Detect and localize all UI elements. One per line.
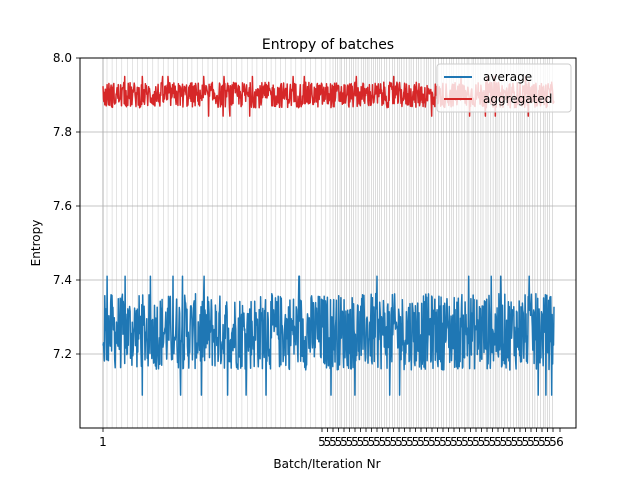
x-tick-label: 5 — [368, 435, 376, 449]
x-tick-label: 5 — [467, 435, 475, 449]
x-tick-label: 5 — [450, 435, 458, 449]
x-tick-label: 5 — [483, 435, 491, 449]
x-tick-label: 5 — [544, 435, 552, 449]
plot-frame — [79, 57, 577, 429]
x-tick-label: 5 — [445, 435, 453, 449]
x-tick-label: 1 — [99, 435, 107, 449]
x-tick-label: 5 — [357, 435, 365, 449]
x-tick-label: 5 — [472, 435, 480, 449]
x-tick-label: 5 — [538, 435, 546, 449]
y-tick-label: 8.0 — [53, 51, 72, 65]
x-tick-label: 5 — [395, 435, 403, 449]
x-tick-label: 5 — [478, 435, 486, 449]
x-tick-label: 5 — [340, 435, 348, 449]
x-tick-label: 5 — [423, 435, 431, 449]
y-tick-label: 7.6 — [53, 199, 72, 213]
x-tick-label: 5 — [439, 435, 447, 449]
legend: average aggregated — [436, 63, 572, 113]
x-tick-label: 5 — [318, 435, 326, 449]
x-tick-label: 5 — [335, 435, 343, 449]
chart-title: Entropy of batches — [262, 37, 394, 53]
x-tick-label: 5 — [362, 435, 370, 449]
x-tick-label: 5 — [522, 435, 530, 449]
y-tick-label: 7.2 — [53, 347, 72, 361]
x-tick-label: 5 — [434, 435, 442, 449]
x-axis-label: Batch/Iteration Nr — [273, 457, 380, 471]
y-tick-label: 7.8 — [53, 125, 72, 139]
x-tick-label: 5 — [494, 435, 502, 449]
x-tick-label: 5 — [527, 435, 535, 449]
x-tick-label: 5 — [428, 435, 436, 449]
x-tick-label: 5 — [500, 435, 508, 449]
x-tick-label: 5 — [346, 435, 354, 449]
x-tick-label: 5 — [461, 435, 469, 449]
x-tick-label: 5 — [329, 435, 337, 449]
x-tick-label: 5 — [516, 435, 524, 449]
x-tick-label: 5 — [489, 435, 497, 449]
y-axis-label: Entropy — [29, 220, 43, 267]
x-tick-label: 5 — [351, 435, 359, 449]
x-tick-label: 5 — [384, 435, 392, 449]
x-tick-label: 5 — [324, 435, 332, 449]
x-tick-label: 5 — [406, 435, 414, 449]
x-tick-label: 5 — [390, 435, 398, 449]
x-tick-label: 5 — [417, 435, 425, 449]
legend-label-average: average — [483, 70, 532, 84]
x-tick-label: 5 — [456, 435, 464, 449]
x-tick-label: 6 — [556, 435, 564, 449]
legend-label-aggregated: aggregated — [483, 92, 552, 106]
y-axis-ticks: 7.2 7.4 7.6 7.8 8.0 — [53, 51, 80, 361]
x-tick-label: 5 — [549, 435, 557, 449]
x-tick-label: 5 — [401, 435, 409, 449]
x-axis-ticks: 1 555555555555555555555555555555555555555… — [99, 428, 564, 449]
y-tick-label: 7.4 — [53, 273, 72, 287]
x-tick-label: 5 — [533, 435, 541, 449]
series-line-average — [102, 275, 555, 396]
x-tick-label: 5 — [373, 435, 381, 449]
x-tick-label: 5 — [379, 435, 387, 449]
x-tick-label: 5 — [412, 435, 420, 449]
x-tick-label: 5 — [505, 435, 513, 449]
x-tick-label: 5 — [511, 435, 519, 449]
